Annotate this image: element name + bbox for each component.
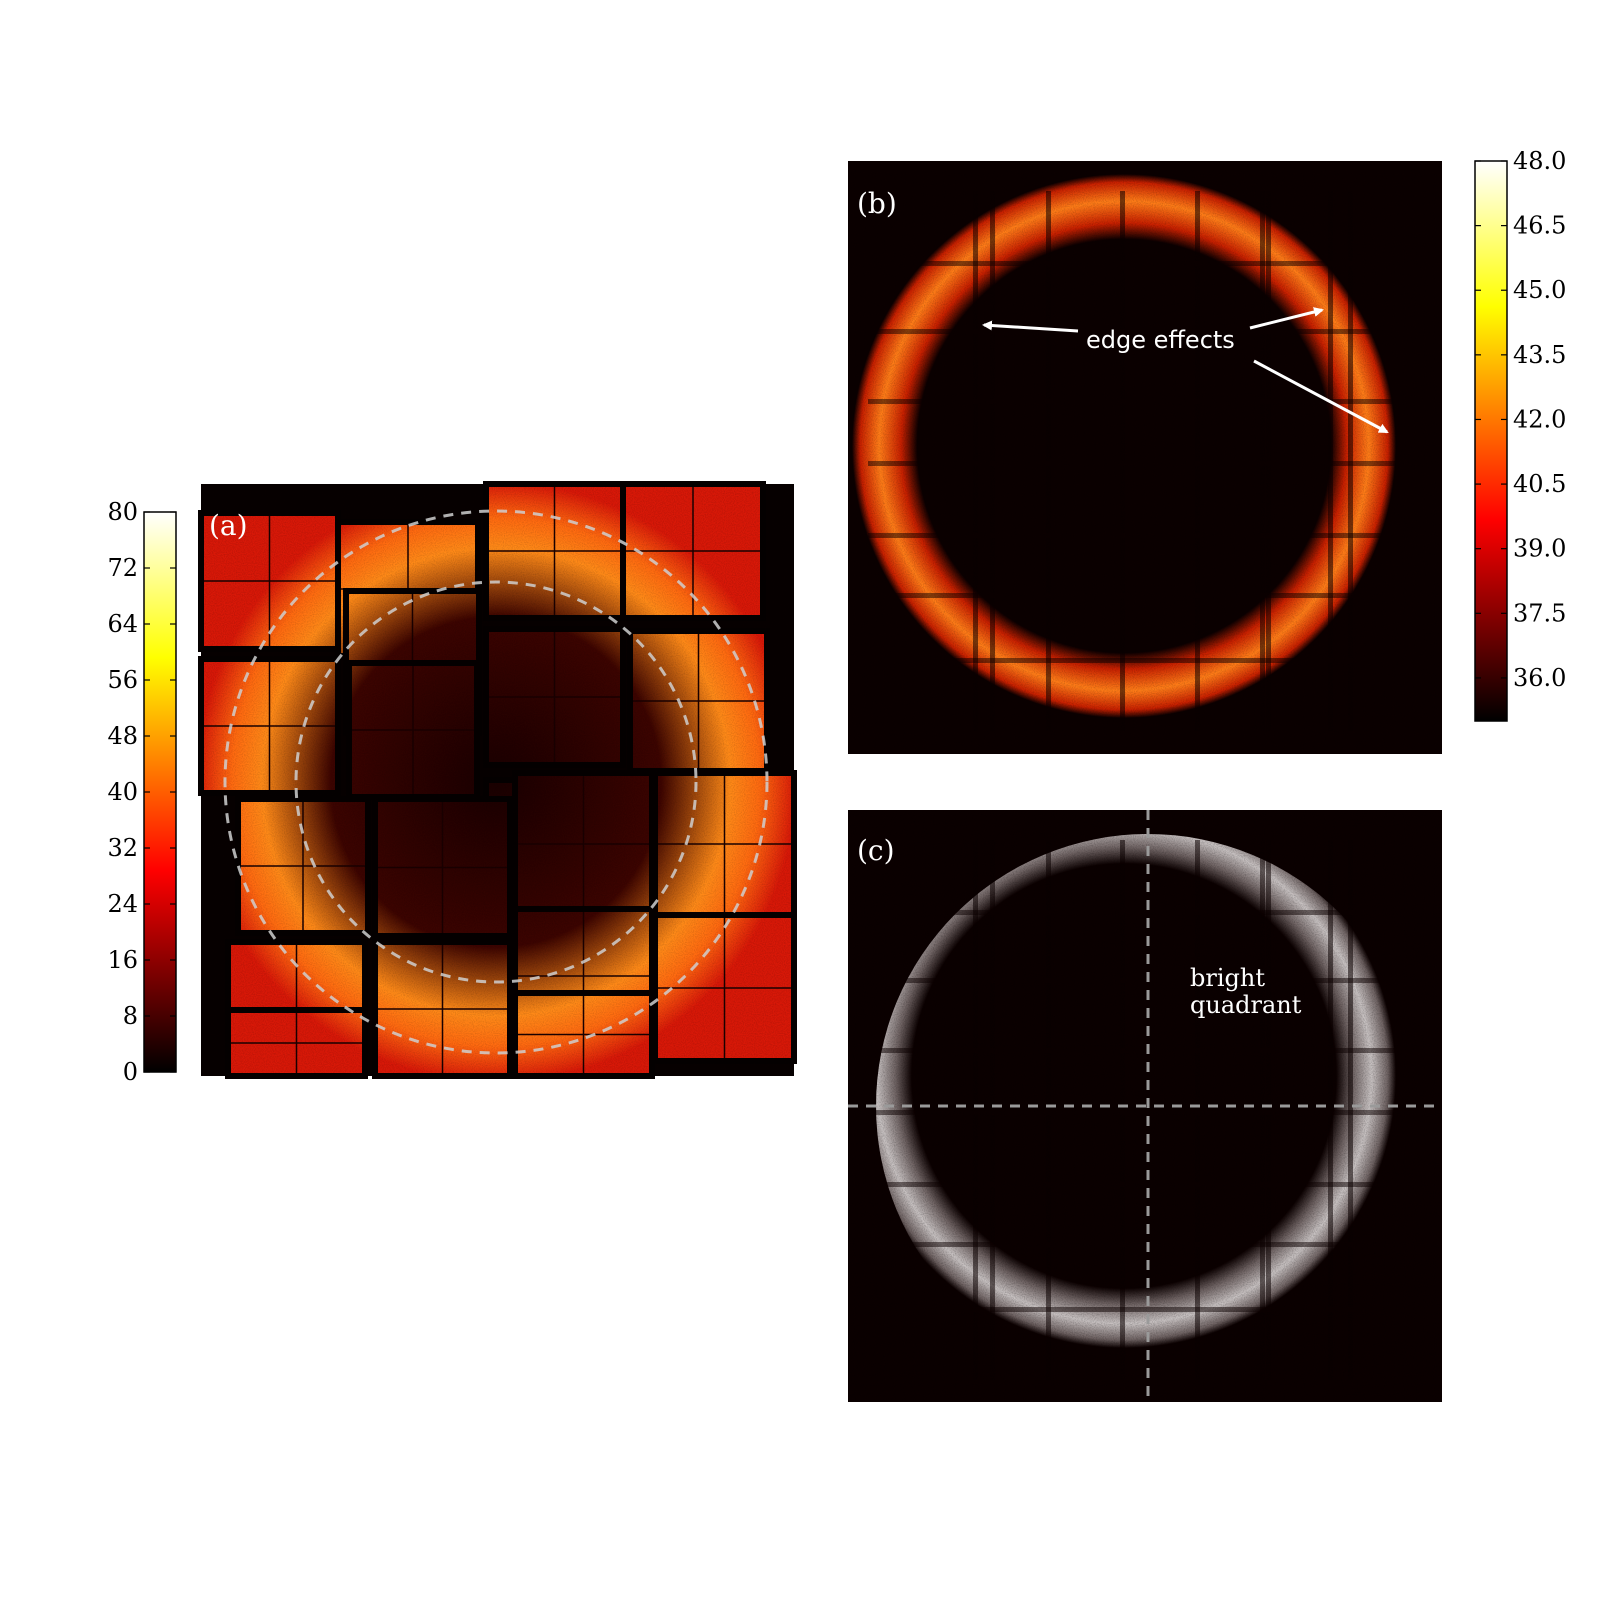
- colorbar-a-tick-label: 32: [107, 834, 138, 862]
- panel-c-label: (c): [857, 834, 895, 867]
- colorbar-b-ticks: 36.0 37.5 39.0 40.5 42.0 43.5 45.0 46.5 48.0: [1475, 147, 1566, 692]
- colorbar-a: 0 8 16 24 32 40 48 56 64 72 80: [107, 498, 177, 1086]
- colorbar-b-tick-label: 45.0: [1513, 276, 1566, 304]
- panel-a-grain: [201, 484, 794, 1076]
- colorbar-b-tick-label: 42.0: [1513, 405, 1566, 433]
- colorbar-b-tick-label: 46.5: [1513, 212, 1566, 240]
- colorbar-b-tick-label: 48.0: [1513, 147, 1566, 175]
- colorbar-a-tick-label: 56: [107, 666, 138, 694]
- colorbar-b-tick-label: 43.5: [1513, 341, 1566, 369]
- panel-a: (a): [198, 481, 797, 1079]
- panel-b: (b) edge effects: [848, 161, 1442, 754]
- colorbar-b-tick-label: 37.5: [1513, 599, 1566, 627]
- panel-c: (c) bright quadrant: [848, 810, 1442, 1402]
- colorbar-a-tick-label: 0: [123, 1058, 138, 1086]
- edge-effects-arrow-left: [982, 320, 1079, 333]
- colorbar-a-tick-label: 80: [107, 498, 138, 526]
- colorbar-b-gradient: [1474, 160, 1508, 722]
- panel-b-label: (b): [857, 187, 897, 220]
- colorbar-a-tick-label: 8: [123, 1002, 138, 1030]
- colorbar-a-tick-label: 72: [107, 554, 138, 582]
- edge-effects-annotation: edge effects: [1086, 326, 1235, 354]
- colorbar-a-tick-label: 64: [107, 610, 138, 638]
- panel-a-inner-dashed-circle: [294, 580, 698, 984]
- colorbar-b: 36.0 37.5 39.0 40.5 42.0 43.5 45.0 46.5 48.0: [1474, 147, 1566, 722]
- panel-b-grain: [848, 161, 1442, 754]
- bright-quadrant-annotation-line1: bright: [1190, 964, 1265, 992]
- panel-a-label: (a): [209, 509, 248, 542]
- colorbar-b-tick-label: 36.0: [1513, 664, 1566, 692]
- colorbar-a-tick-label: 16: [107, 946, 138, 974]
- colorbar-b-tick-label: 40.5: [1513, 470, 1566, 498]
- edge-effects-arrow-lower-right: [1253, 359, 1389, 434]
- edge-effects-arrow-upper-right: [1249, 307, 1324, 330]
- colorbar-a-tick-label: 40: [107, 778, 138, 806]
- colorbar-a-tick-label: 24: [107, 890, 138, 918]
- colorbar-a-tick-label: 48: [107, 722, 138, 750]
- colorbar-b-tick-label: 39.0: [1513, 535, 1566, 563]
- colorbar-a-ticks: 0 8 16 24 32 40 48 56 64 72 80: [107, 498, 176, 1086]
- panel-a-outer-dashed-circle: [223, 509, 769, 1055]
- bright-quadrant-annotation-line2: quadrant: [1190, 991, 1302, 1019]
